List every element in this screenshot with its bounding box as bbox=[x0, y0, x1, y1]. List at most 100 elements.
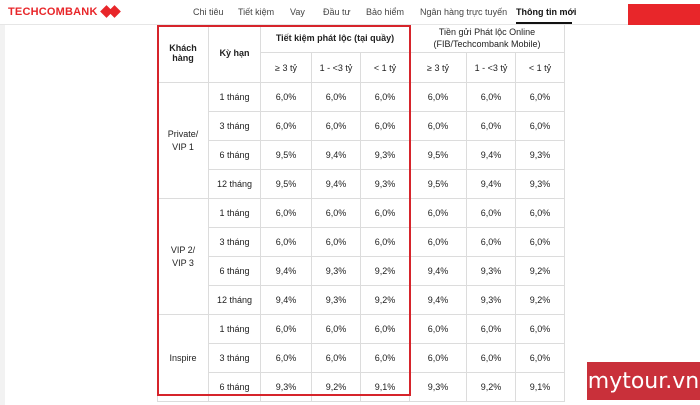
counter-rate-cell: 6,0% bbox=[311, 343, 361, 373]
active-tab-underline bbox=[516, 22, 572, 24]
brand-name: TECHCOMBANK bbox=[8, 6, 98, 18]
counter-rate-cell: 9,1% bbox=[360, 372, 410, 402]
counter-rate-cell: 9,3% bbox=[360, 140, 410, 170]
header-tier-online-low: < 1 tỷ bbox=[515, 52, 565, 83]
counter-rate-cell: 6,0% bbox=[260, 314, 312, 344]
nav-item-vay[interactable]: Vay bbox=[290, 7, 305, 17]
counter-rate-cell: 9,3% bbox=[311, 285, 361, 315]
counter-rate-cell: 6,0% bbox=[260, 227, 312, 257]
table-row: 3 tháng 6,0% 6,0% 6,0% 6,0% 6,0% 6,0% bbox=[158, 343, 565, 373]
customer-group-label: VIP 2/ VIP 3 bbox=[157, 198, 209, 315]
online-rate-cell: 6,0% bbox=[466, 314, 516, 344]
online-rate-cell: 6,0% bbox=[466, 227, 516, 257]
online-rate-cell: 6,0% bbox=[515, 198, 565, 228]
online-rate-cell: 9,5% bbox=[409, 169, 467, 199]
counter-rate-cell: 6,0% bbox=[360, 314, 410, 344]
counter-rate-cell: 9,4% bbox=[311, 169, 361, 199]
online-rate-cell: 9,4% bbox=[409, 285, 467, 315]
table-row: Inspire 1 tháng 6,0% 6,0% 6,0% 6,0% 6,0% 6,0% bbox=[157, 314, 565, 402]
online-rate-cell: 6,0% bbox=[515, 314, 565, 344]
term-cell: 3 tháng bbox=[208, 111, 261, 141]
top-navigation-bar: TECHCOMBANK Chi tiêu Tiết kiệm Vay Đầu t… bbox=[0, 0, 700, 26]
counter-rate-cell: 6,0% bbox=[311, 314, 361, 344]
interest-rate-table: Khách hàng Kỳ hạn Tiết kiệm phát lộc (tạ… bbox=[157, 25, 565, 402]
counter-rate-cell: 6,0% bbox=[311, 82, 361, 112]
online-rate-cell: 9,3% bbox=[409, 372, 467, 402]
main-nav: Chi tiêu Tiết kiệm Vay Đầu tư Bảo hiểm N… bbox=[0, 0, 700, 24]
online-rate-cell: 6,0% bbox=[409, 343, 467, 373]
term-cell: 3 tháng bbox=[208, 343, 261, 373]
counter-rate-cell: 6,0% bbox=[260, 111, 312, 141]
counter-rate-cell: 9,5% bbox=[260, 169, 312, 199]
header-tier-counter-high: ≥ 3 tỷ bbox=[260, 52, 312, 83]
online-rate-cell: 6,0% bbox=[409, 198, 467, 228]
nav-item-dau-tu[interactable]: Đầu tư bbox=[323, 7, 351, 17]
online-rate-cell: 9,3% bbox=[515, 140, 565, 170]
counter-rate-cell: 9,3% bbox=[260, 372, 312, 402]
online-rate-cell: 9,4% bbox=[466, 169, 516, 199]
table-row: 3 tháng 6,0% 6,0% 6,0% 6,0% 6,0% 6,0% bbox=[158, 227, 565, 257]
header-counter-savings: Tiết kiệm phát lộc (tại quầy) bbox=[260, 25, 410, 53]
counter-rate-cell: 6,0% bbox=[360, 198, 410, 228]
table-row: 3 tháng 6,0% 6,0% 6,0% 6,0% 6,0% 6,0% bbox=[158, 111, 565, 141]
counter-rate-cell: 6,0% bbox=[260, 343, 312, 373]
term-cell: 6 tháng bbox=[208, 140, 261, 170]
term-cell: 1 tháng bbox=[208, 82, 261, 112]
header-action-button[interactable] bbox=[628, 4, 700, 26]
counter-rate-cell: 9,3% bbox=[311, 256, 361, 286]
customer-group-label: Private/ VIP 1 bbox=[157, 82, 209, 199]
online-rate-cell: 9,4% bbox=[466, 140, 516, 170]
brand-logo[interactable]: TECHCOMBANK bbox=[8, 5, 123, 19]
watermark-logo: mytour.vn bbox=[587, 362, 700, 400]
counter-rate-cell: 9,5% bbox=[260, 140, 312, 170]
table-row: 12 tháng 9,4% 9,3% 9,2% 9,4% 9,3% 9,2% bbox=[158, 285, 565, 315]
online-rate-cell: 9,2% bbox=[515, 285, 565, 315]
nav-item-ngan-hang-truc-tuyen[interactable]: Ngân hàng trực tuyến bbox=[420, 7, 508, 17]
online-rate-cell: 6,0% bbox=[409, 82, 467, 112]
nav-item-chi-tieu[interactable]: Chi tiêu bbox=[193, 7, 224, 17]
nav-item-bao-hiem[interactable]: Bảo hiểm bbox=[366, 7, 405, 17]
online-rate-cell: 6,0% bbox=[409, 314, 467, 344]
online-rate-cell: 9,4% bbox=[409, 256, 467, 286]
header-term: Kỳ hạn bbox=[208, 25, 261, 83]
counter-rate-cell: 6,0% bbox=[311, 111, 361, 141]
header-tier-online-mid: 1 - <3 tỷ bbox=[466, 52, 516, 83]
online-rate-cell: 6,0% bbox=[466, 111, 516, 141]
online-rate-cell: 9,3% bbox=[466, 256, 516, 286]
online-rate-cell: 9,2% bbox=[466, 372, 516, 402]
counter-rate-cell: 6,0% bbox=[311, 227, 361, 257]
counter-rate-cell: 9,4% bbox=[260, 256, 312, 286]
counter-rate-cell: 6,0% bbox=[360, 82, 410, 112]
counter-rate-cell: 6,0% bbox=[360, 111, 410, 141]
term-cell: 12 tháng bbox=[208, 285, 261, 315]
counter-rate-cell: 6,0% bbox=[260, 198, 312, 228]
header-tier-counter-low: < 1 tỷ bbox=[360, 52, 410, 83]
customer-group-label: Inspire bbox=[157, 314, 209, 402]
counter-rate-cell: 6,0% bbox=[260, 82, 312, 112]
online-rate-cell: 6,0% bbox=[466, 82, 516, 112]
counter-rate-cell: 9,2% bbox=[360, 285, 410, 315]
table-row: 12 tháng 9,5% 9,4% 9,3% 9,5% 9,4% 9,3% bbox=[158, 169, 565, 199]
online-rate-cell: 6,0% bbox=[515, 82, 565, 112]
nav-item-tiet-kiem[interactable]: Tiết kiệm bbox=[238, 7, 275, 17]
counter-rate-cell: 9,3% bbox=[360, 169, 410, 199]
online-rate-cell: 6,0% bbox=[409, 227, 467, 257]
online-rate-cell: 9,3% bbox=[515, 169, 565, 199]
header-tier-online-high: ≥ 3 tỷ bbox=[409, 52, 467, 83]
counter-rate-cell: 9,4% bbox=[260, 285, 312, 315]
nav-item-thong-tin-moi[interactable]: Thông tin mới bbox=[516, 7, 577, 17]
counter-rate-cell: 6,0% bbox=[360, 227, 410, 257]
table-row: 6 tháng 9,3% 9,2% 9,1% 9,3% 9,2% 9,1% bbox=[158, 372, 565, 402]
online-rate-cell: 6,0% bbox=[409, 111, 467, 141]
term-cell: 6 tháng bbox=[208, 372, 261, 402]
online-rate-cell: 9,5% bbox=[409, 140, 467, 170]
online-rate-cell: 9,1% bbox=[515, 372, 565, 402]
online-rate-cell: 6,0% bbox=[515, 343, 565, 373]
online-rate-cell: 6,0% bbox=[466, 198, 516, 228]
term-cell: 3 tháng bbox=[208, 227, 261, 257]
counter-rate-cell: 9,2% bbox=[360, 256, 410, 286]
header-tier-counter-mid: 1 - <3 tỷ bbox=[311, 52, 361, 83]
